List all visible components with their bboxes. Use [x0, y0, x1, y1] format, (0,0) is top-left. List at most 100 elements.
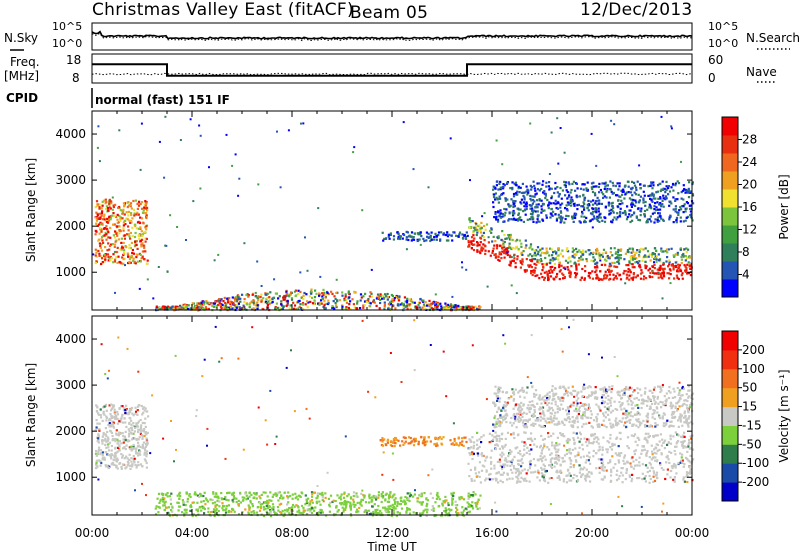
range-gate-cell [128, 246, 131, 249]
range-gate-cell [446, 233, 449, 236]
range-gate-cell [658, 258, 661, 261]
range-gate-cell [476, 249, 479, 252]
range-gate-cell [316, 492, 319, 495]
range-gate-cell [136, 260, 139, 263]
range-gate-cell [648, 481, 651, 484]
range-gate-cell [124, 467, 127, 470]
range-gate-cell [97, 428, 100, 431]
colorbar-tick-label: 16 [742, 200, 757, 214]
range-gate-cell [262, 297, 265, 300]
range-gate-cell [181, 499, 184, 502]
range-gate-cell [673, 462, 676, 466]
range-gate-cell [136, 221, 140, 224]
range-gate-cell [508, 238, 511, 241]
range-gate-cell [529, 122, 532, 125]
range-gate-cell [503, 459, 506, 462]
range-gate-cell [227, 504, 231, 507]
range-gate-cell [609, 459, 612, 462]
range-gate-cell [565, 439, 568, 442]
range-gate-cell [539, 254, 542, 257]
range-gate-cell [597, 277, 600, 281]
range-gate-cell [509, 246, 512, 249]
range-gate-cell [99, 244, 102, 248]
range-gate-cell [488, 473, 491, 476]
range-gate-cell [349, 300, 352, 303]
range-gate-cell [435, 235, 438, 238]
range-gate-cell [634, 440, 637, 443]
range-gate-cell [374, 511, 377, 515]
range-gate-cell [401, 440, 404, 443]
range-gate-cell [442, 436, 445, 439]
range-gate-cell [577, 263, 580, 266]
range-gate-cell [308, 508, 311, 511]
range-gate-cell [255, 306, 258, 309]
range-gate-cell [321, 495, 324, 499]
range-gate-cell [617, 188, 620, 191]
range-gate-cell [178, 497, 181, 500]
range-gate-cell [439, 238, 442, 241]
range-gate-cell [436, 444, 439, 447]
range-gate-cell [405, 230, 408, 233]
range-gate-cell [681, 436, 684, 439]
range-gate-cell [591, 190, 595, 194]
range-gate-cell [121, 454, 124, 457]
range-gate-cell [353, 306, 356, 309]
range-gate-cell [403, 296, 406, 299]
range-gate-cell [146, 209, 149, 212]
range-gate-cell [391, 503, 394, 506]
range-gate-cell [132, 459, 136, 462]
range-gate-cell [629, 191, 633, 194]
range-gate-cell [629, 271, 632, 274]
range-gate-cell [638, 199, 641, 202]
range-gate-cell [247, 295, 250, 298]
range-gate-cell [165, 244, 168, 247]
range-gate-cell [556, 191, 559, 194]
range-gate-cell [594, 262, 597, 266]
range-gate-cell [158, 501, 161, 504]
range-gate-cell [566, 201, 569, 204]
range-gate-cell [614, 194, 618, 197]
range-gate-cell [528, 247, 531, 250]
range-gate-cell [684, 219, 687, 222]
range-gate-cell [352, 491, 356, 494]
range-gate-cell [98, 207, 101, 210]
range-gate-cell [399, 444, 402, 447]
range-gate-cell [96, 422, 99, 425]
range-gate-cell [120, 442, 123, 445]
range-gate-cell [291, 509, 294, 512]
range-gate-cell [614, 252, 617, 255]
range-gate-cell [379, 298, 382, 301]
range-gate-cell [607, 256, 610, 260]
range-gate-cell [689, 210, 692, 213]
range-gate-cell [605, 196, 608, 199]
range-gate-cell [118, 232, 121, 235]
range-gate-cell [341, 291, 344, 294]
range-gate-cell [394, 295, 398, 298]
range-gate-cell [685, 266, 688, 270]
range-gate-cell [490, 460, 493, 464]
range-gate-cell [110, 407, 114, 410]
range-gate-cell [103, 218, 106, 221]
range-gate-cell [429, 235, 432, 238]
range-gate-cell [292, 307, 296, 310]
range-gate-cell [131, 412, 134, 415]
range-gate-cell [264, 300, 267, 303]
range-gate-cell [608, 212, 611, 215]
range-gate-cell [667, 272, 671, 275]
range-gate-cell [644, 260, 647, 263]
range-gate-cell [573, 249, 576, 252]
range-gate-cell [107, 449, 111, 452]
range-gate-cell [416, 497, 419, 500]
range-gate-cell [107, 453, 110, 456]
range-gate-cell [337, 509, 340, 512]
range-gate-cell [399, 237, 402, 241]
range-gate-cell [232, 491, 235, 494]
range-gate-cell [266, 303, 269, 307]
range-gate-cell [665, 185, 668, 188]
range-gate-cell [633, 184, 637, 187]
range-gate-cell [188, 494, 191, 497]
range-gate-cell [684, 191, 687, 194]
range-gate-cell [416, 238, 419, 241]
range-gate-cell [110, 403, 113, 406]
range-gate-cell [113, 408, 116, 411]
